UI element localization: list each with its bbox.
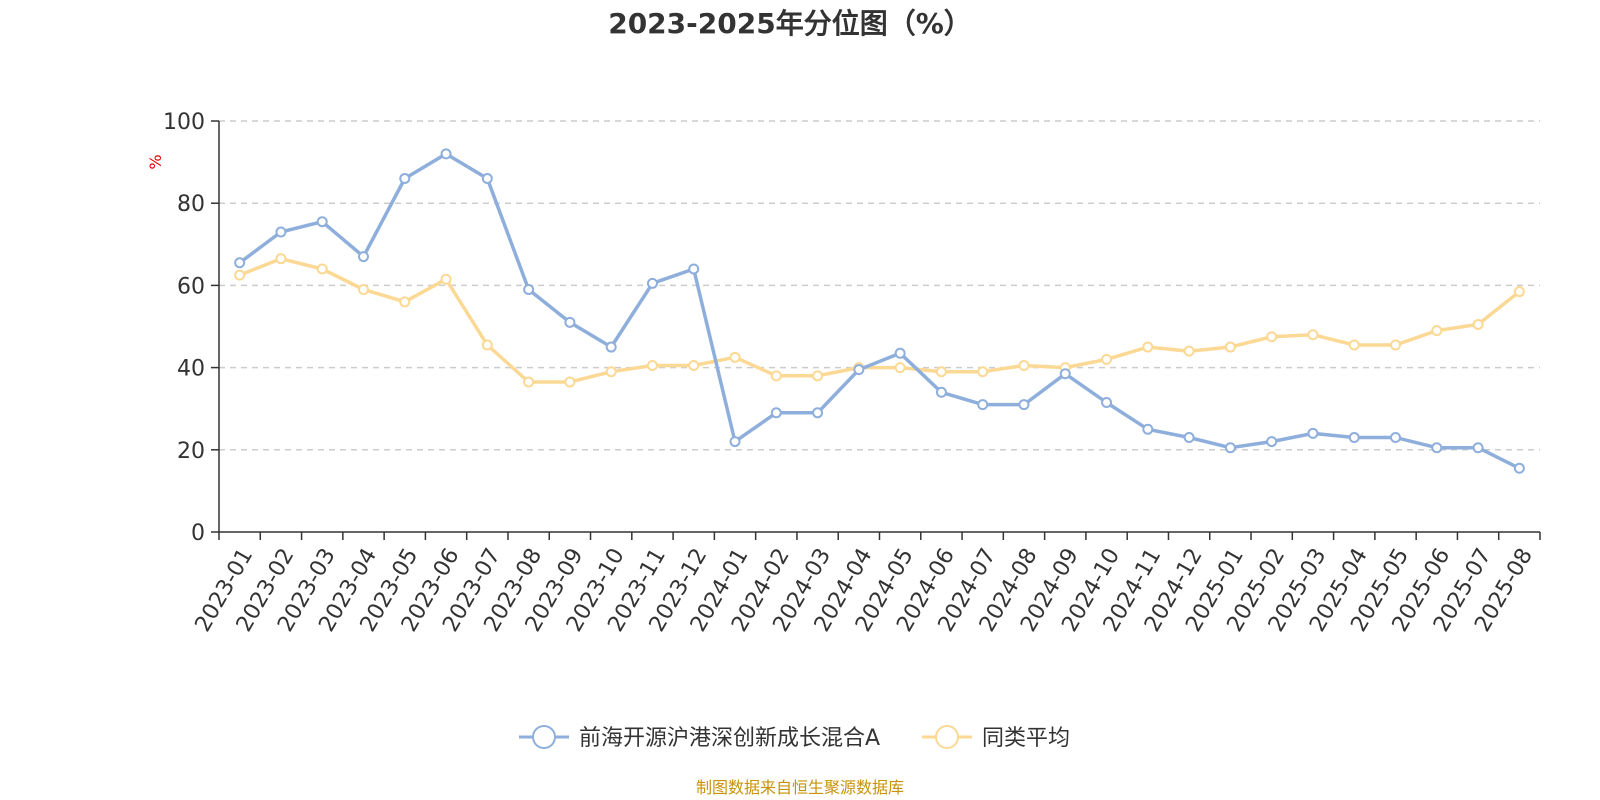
data-point — [1348, 431, 1360, 443]
data-point — [812, 407, 824, 419]
data-point — [316, 216, 328, 228]
data-point — [1348, 339, 1360, 351]
y-tick-label: 40 — [177, 357, 205, 382]
data-point — [1101, 397, 1113, 409]
data-point — [729, 351, 741, 363]
data-point — [935, 366, 947, 378]
data-point — [564, 376, 576, 388]
data-point — [1183, 345, 1195, 357]
data-point — [729, 436, 741, 448]
y-tick-label: 0 — [191, 521, 205, 546]
data-point — [1513, 286, 1525, 298]
data-point — [275, 226, 287, 238]
data-point — [770, 370, 782, 382]
data-point — [894, 362, 906, 374]
data-point — [605, 341, 617, 353]
data-point — [481, 173, 493, 185]
legend: 前海开源沪港深创新成长混合A 同类平均 — [519, 725, 1070, 751]
data-point — [977, 399, 989, 411]
data-point — [812, 370, 824, 382]
axes: 0204060801002023-012023-022023-032023-04… — [163, 110, 1541, 636]
data-point — [1390, 339, 1402, 351]
legend-label: 前海开源沪港深创新成长混合A — [579, 726, 880, 751]
gridlines — [219, 120, 1540, 451]
data-point — [1142, 423, 1154, 435]
data-point — [1472, 442, 1484, 454]
data-point — [234, 269, 246, 281]
data-point — [1142, 341, 1154, 353]
data-point — [1513, 462, 1525, 474]
data-point — [1018, 399, 1030, 411]
series-2 — [234, 253, 1525, 388]
data-point — [770, 407, 782, 419]
y-tick-label: 80 — [177, 192, 205, 217]
data-point — [440, 148, 452, 160]
data-point — [275, 253, 287, 265]
data-point — [1018, 360, 1030, 372]
data-point — [646, 277, 658, 289]
legend-marker-icon — [935, 725, 959, 749]
data-point — [234, 257, 246, 269]
data-point — [1266, 331, 1278, 343]
data-point — [1224, 442, 1236, 454]
data-point — [399, 296, 411, 308]
series-1 — [234, 148, 1525, 474]
legend-item: 同类平均 — [922, 725, 1070, 751]
series-line — [238, 152, 1521, 470]
y-tick-label: 20 — [177, 439, 205, 464]
chart-title: 2023-2025年分位图（%） — [608, 7, 972, 40]
legend-label: 同类平均 — [982, 726, 1070, 751]
data-point — [481, 339, 493, 351]
data-point — [523, 376, 535, 388]
data-point — [935, 386, 947, 398]
data-point — [1224, 341, 1236, 353]
series-line — [238, 256, 1521, 384]
data-point — [1472, 318, 1484, 330]
data-point — [1431, 442, 1443, 454]
data-point — [1101, 353, 1113, 365]
data-point — [1059, 368, 1071, 380]
data-point — [853, 364, 865, 376]
data-point — [1390, 431, 1402, 443]
data-point — [977, 366, 989, 378]
data-point — [440, 273, 452, 285]
data-point — [1307, 427, 1319, 439]
legend-item: 前海开源沪港深创新成长混合A — [519, 725, 880, 751]
legend-marker-icon — [532, 725, 556, 749]
data-point — [646, 360, 658, 372]
data-source-note: 制图数据来自恒生聚源数据库 — [696, 778, 904, 797]
data-point — [1183, 431, 1195, 443]
data-point — [1307, 329, 1319, 341]
y-tick-label: 100 — [163, 110, 205, 135]
y-axis-label: % — [146, 154, 165, 169]
data-point — [605, 366, 617, 378]
data-point — [357, 284, 369, 296]
data-point — [564, 316, 576, 328]
data-point — [688, 263, 700, 275]
data-point — [688, 360, 700, 372]
data-point — [316, 263, 328, 275]
series-layer — [234, 148, 1525, 474]
data-point — [1266, 436, 1278, 448]
data-point — [399, 173, 411, 185]
y-tick-label: 60 — [177, 274, 205, 299]
data-point — [1431, 325, 1443, 337]
data-point — [523, 284, 535, 296]
data-point — [357, 251, 369, 263]
data-point — [894, 347, 906, 359]
